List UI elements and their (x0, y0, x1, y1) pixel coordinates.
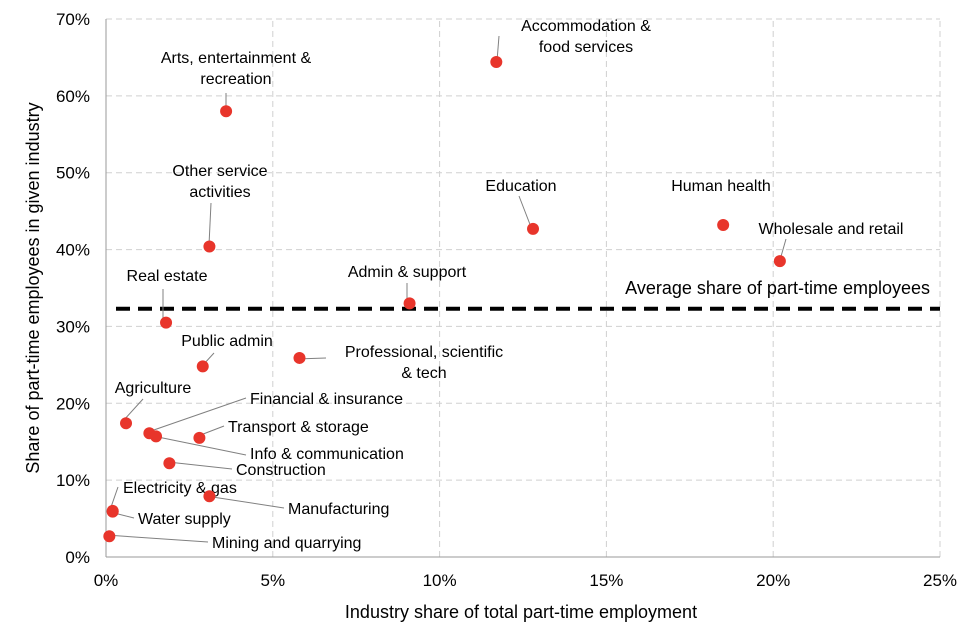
point-public-admin (197, 360, 209, 372)
leader-line-education (519, 196, 531, 227)
label-water-supply: Water supply (138, 511, 231, 528)
y-tick-label: 20% (56, 394, 90, 413)
label-education: Education (485, 178, 556, 195)
point-construction (163, 457, 175, 469)
point-admin-support (404, 297, 416, 309)
point-manufacturing (203, 490, 215, 502)
chart: 0% 10% 20% 30% 40% 50% 60% 70% 0% 5% 10% 15% 20% 25% I… (0, 0, 978, 640)
x-tick-label: 0% (94, 571, 119, 590)
average-line-label: Average share of part-time employees (625, 278, 930, 298)
label-accommodation-food-services: Accommodation & (521, 18, 651, 35)
x-tick-label: 20% (756, 571, 790, 590)
label-arts-entertainment-recreation: recreation (200, 71, 271, 88)
y-tick-label: 60% (56, 87, 90, 106)
label-manufacturing: Manufacturing (288, 501, 389, 518)
label-financial-insurance: Financial & insurance (250, 391, 403, 408)
point-human-health (717, 219, 729, 231)
y-tick-label: 70% (56, 10, 90, 29)
label-transport-storage: Transport & storage (228, 419, 369, 436)
label-admin-support: Admin & support (348, 264, 467, 281)
leader-line-construction (168, 462, 232, 469)
label-other-service-activities: activities (189, 184, 250, 201)
label-mining-and-quarrying: Mining and quarrying (212, 535, 361, 552)
y-tick-label: 0% (65, 548, 90, 567)
leader-line-other-service-activities (209, 203, 211, 245)
label-other-service-activities: Other service (172, 163, 267, 180)
label-professional-scientific-tech: Professional, scientific (345, 344, 503, 361)
label-info-communication: Info & communication (250, 446, 404, 463)
point-wholesale-and-retail (774, 255, 786, 267)
point-arts-entertainment-recreation (220, 105, 232, 117)
point-info-communication (150, 430, 162, 442)
x-tick-label: 10% (423, 571, 457, 590)
label-professional-scientific-tech: & tech (401, 365, 446, 382)
point-real-estate (160, 317, 172, 329)
y-tick-label: 50% (56, 164, 90, 183)
label-wholesale-and-retail: Wholesale and retail (759, 221, 904, 238)
y-tick-label: 40% (56, 241, 90, 260)
point-professional-scientific-tech (293, 352, 305, 364)
label-arts-entertainment-recreation: Arts, entertainment & (161, 50, 312, 67)
point-education (527, 223, 539, 235)
point-accommodation-food-services (490, 56, 502, 68)
x-tick-label: 15% (589, 571, 623, 590)
y-tick-label: 10% (56, 471, 90, 490)
label-construction: Construction (236, 462, 326, 479)
label-agriculture: Agriculture (115, 380, 192, 397)
x-tick-label: 5% (261, 571, 286, 590)
leader-line-mining-and-quarrying (106, 535, 208, 542)
x-axis-title: Industry share of total part-time employ… (345, 602, 697, 622)
label-public-admin: Public admin (181, 333, 273, 350)
x-tick-label: 25% (923, 571, 957, 590)
label-human-health: Human health (671, 178, 771, 195)
label-electricity-gas: Electricity & gas (123, 480, 237, 497)
label-real-estate: Real estate (127, 268, 208, 285)
point-water-supply (107, 506, 119, 518)
y-axis-title: Share of part-time employees in given in… (23, 102, 43, 473)
point-mining-and-quarrying (103, 530, 115, 542)
point-agriculture (120, 417, 132, 429)
point-other-service-activities (203, 240, 215, 252)
point-transport-storage (193, 432, 205, 444)
y-tick-label: 30% (56, 317, 90, 336)
label-accommodation-food-services: food services (539, 39, 633, 56)
scatter-plot: 0% 10% 20% 30% 40% 50% 60% 70% 0% 5% 10% 15% 20% 25% I… (0, 0, 978, 640)
